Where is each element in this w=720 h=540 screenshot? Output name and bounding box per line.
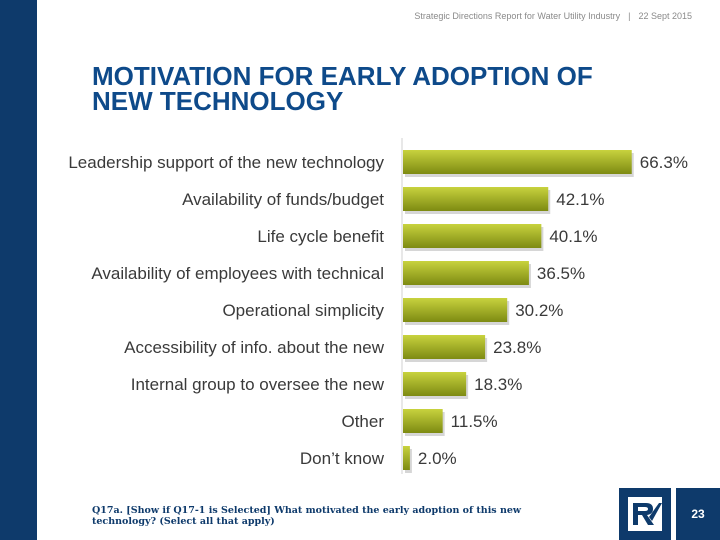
category-label: Other: [341, 412, 384, 431]
bar: [403, 261, 529, 285]
bar: [403, 409, 443, 433]
page-title: MOTIVATION FOR EARLY ADOPTION OF NEW TEC…: [92, 61, 692, 116]
category-label: Accessibility of info. about the new: [124, 338, 385, 357]
value-label: 42.1%: [556, 190, 604, 209]
value-label: 23.8%: [493, 338, 541, 357]
category-label: Availability of employees with technical: [91, 264, 384, 283]
value-label: 36.5%: [537, 264, 585, 283]
report-header: Strategic Directions Report for Water Ut…: [414, 11, 692, 21]
report-date: 22 Sept 2015: [638, 11, 692, 21]
rv-logo-icon: [628, 497, 662, 531]
page-number: 23: [691, 507, 705, 521]
bar: [403, 187, 549, 211]
value-label: 18.3%: [474, 375, 522, 394]
bar-chart: Leadership support of the new technology…: [68, 138, 688, 474]
bar: [403, 224, 542, 248]
bar: [403, 446, 410, 470]
bar: [403, 298, 508, 322]
value-label: 40.1%: [549, 227, 597, 246]
category-label: Don’t know: [300, 449, 385, 468]
value-label: 66.3%: [640, 153, 688, 172]
value-label: 11.5%: [451, 412, 498, 431]
header-separator: |: [628, 11, 631, 21]
category-label: Availability of funds/budget: [182, 190, 384, 209]
category-label: Leadership support of the new technology: [68, 153, 384, 172]
logo-box: [619, 488, 671, 540]
value-label: 2.0%: [418, 449, 457, 468]
value-label: 30.2%: [515, 301, 563, 320]
title-line-1: MOTIVATION FOR EARLY ADOPTION OF: [92, 61, 593, 91]
report-name: Strategic Directions Report for Water Ut…: [414, 11, 621, 21]
page-number-box: 23: [676, 488, 720, 540]
category-label: Operational simplicity: [222, 301, 384, 320]
bar: [403, 150, 632, 174]
category-label: Life cycle benefit: [257, 227, 384, 246]
bar: [403, 372, 467, 396]
title-line-2: NEW TECHNOLOGY: [92, 86, 344, 116]
bar: [403, 335, 486, 359]
left-sidebar-band: [0, 0, 37, 540]
category-label: Internal group to oversee the new: [131, 375, 385, 394]
question-footnote: Q17a. [Show if Q17-1 is Selected] What m…: [92, 505, 522, 527]
